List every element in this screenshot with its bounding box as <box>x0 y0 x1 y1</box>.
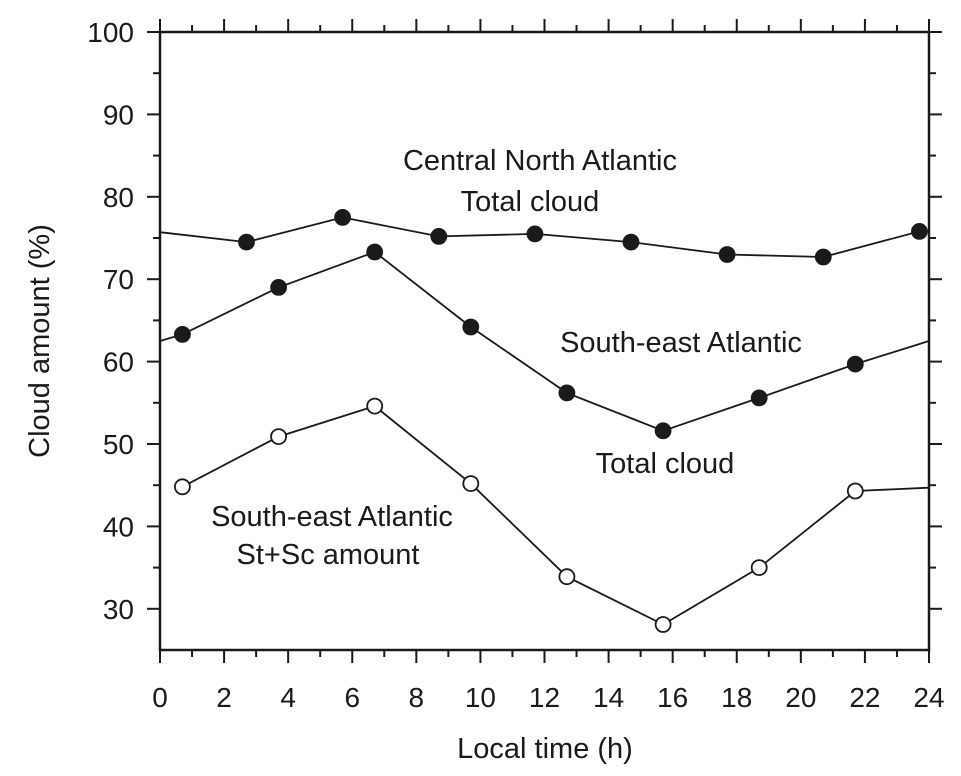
annotation-central-north-atlantic-total-cloud: Total cloud <box>461 186 600 218</box>
series-3-point <box>846 482 864 500</box>
x-tick-label: 12 <box>529 682 560 713</box>
y-tick-label: 30 <box>103 594 134 625</box>
y-tick-label: 100 <box>87 17 134 48</box>
y-tick-label: 60 <box>103 347 134 378</box>
series-2-point <box>173 325 191 343</box>
series-1-point <box>911 222 928 240</box>
series-3-point <box>750 559 768 576</box>
x-tick-label: 14 <box>593 682 624 713</box>
x-tick-label: 24 <box>913 682 944 713</box>
x-tick-label: 0 <box>152 682 168 713</box>
series-layer <box>159 208 930 633</box>
series-3-point <box>173 478 191 496</box>
series-2-point <box>846 355 864 373</box>
series-3-point <box>270 428 288 446</box>
annotation-central-north-atlantic: Central North Atlantic <box>403 145 677 177</box>
annotations: Central North Atlantic Total cloud South… <box>211 145 802 571</box>
series-3-point <box>366 397 384 415</box>
x-tick-labels: 0 2 4 6 8 10 12 14 16 18 20 22 24 <box>152 682 944 713</box>
y-tick-label: 40 <box>103 511 134 542</box>
series-1-point <box>718 246 736 263</box>
series-1-point <box>238 233 255 251</box>
series-3-point <box>462 475 480 493</box>
series-1-point <box>814 248 832 266</box>
annotation-stsc-south-east-atlantic: South-east Atlantic <box>211 501 453 533</box>
series-line-2 <box>159 250 930 432</box>
series-2-point <box>750 389 768 407</box>
x-tick-label: 2 <box>216 682 232 713</box>
x-tick-label: 20 <box>785 682 816 713</box>
annotation-south-east-atlantic: South-east Atlantic <box>560 327 802 359</box>
series-2-point <box>366 243 384 261</box>
series-line-1 <box>159 216 929 258</box>
x-tick-label: 16 <box>657 682 688 713</box>
x-tick-label: 10 <box>465 682 496 713</box>
series-1-point <box>334 208 352 226</box>
series-2-point <box>270 278 288 296</box>
y-tick-label: 50 <box>103 429 134 460</box>
series-3-point <box>654 616 672 633</box>
y-axis-title: Cloud amount (%) <box>24 224 56 458</box>
series-2-point <box>654 422 672 440</box>
annotation-south-east-atlantic-total-cloud: Total cloud <box>596 448 735 480</box>
y-tick-label: 70 <box>103 264 134 295</box>
x-tick-label: 18 <box>721 682 752 713</box>
x-tick-label: 6 <box>344 682 360 713</box>
y-tick-label: 90 <box>103 99 134 130</box>
series-1-point <box>622 233 640 251</box>
series-2-point <box>558 384 576 402</box>
series-1-point <box>430 227 448 245</box>
series-3-point <box>558 568 576 586</box>
x-tick-label: 22 <box>849 682 880 713</box>
y-tick-label: 80 <box>103 182 134 213</box>
series-1-point <box>526 225 544 243</box>
x-tick-label: 4 <box>280 682 296 713</box>
y-tick-labels: 30 40 50 60 70 80 90 100 <box>87 17 134 625</box>
x-axis-title: Local time (h) <box>457 733 633 765</box>
series-2-point <box>462 318 480 336</box>
annotation-stsc-amount: St+Sc amount <box>237 539 420 571</box>
x-tick-label: 8 <box>409 682 425 713</box>
